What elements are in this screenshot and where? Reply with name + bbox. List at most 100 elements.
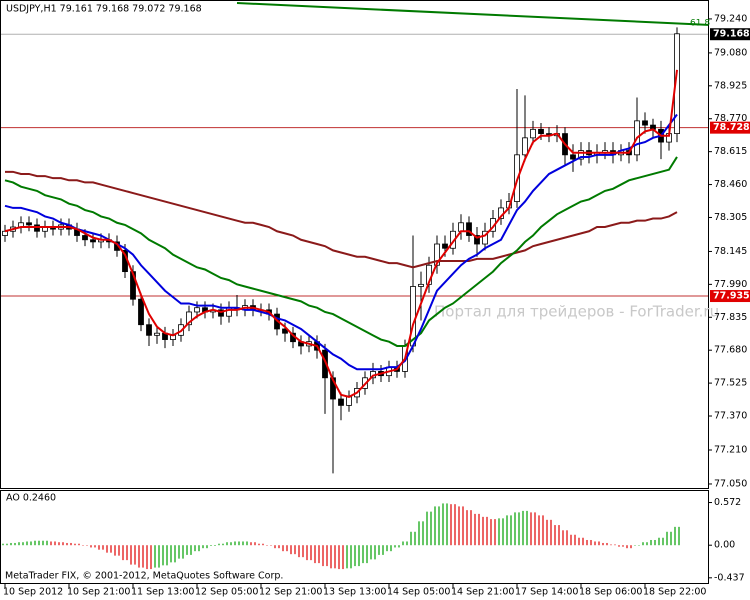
y-tick-label: 78.460	[714, 179, 747, 190]
candle-body	[466, 222, 472, 236]
y-tick-label: 78.145	[714, 246, 747, 257]
ao-bar	[354, 545, 356, 567]
ao-bar	[410, 531, 412, 546]
ao-bar	[438, 506, 440, 546]
ao-bar	[374, 545, 376, 560]
ao-bar	[278, 545, 280, 549]
candle-body	[146, 324, 152, 336]
price-marker	[710, 28, 750, 41]
ao-bar	[418, 521, 420, 546]
ao-bar	[26, 541, 28, 546]
ao-bar	[518, 512, 520, 546]
ao-bar	[390, 545, 392, 552]
ao-bar	[650, 539, 652, 546]
y-tick-label: 78.770	[714, 113, 747, 124]
y-tick-label: -0.437	[714, 572, 745, 583]
ao-bar	[502, 518, 504, 546]
ao-bar	[166, 545, 168, 566]
candle-body	[458, 222, 464, 232]
ao-bar	[598, 541, 600, 546]
ao-bar	[594, 541, 596, 546]
x-tick-label: 12 Sep 05:00	[195, 587, 258, 598]
ao-bar	[314, 545, 316, 564]
y-tick-label: 77.370	[714, 411, 747, 422]
price-marker-label: 78.728	[713, 122, 750, 133]
ao-bar	[218, 543, 220, 546]
ao-bar	[170, 545, 172, 563]
ao-bar	[102, 545, 104, 550]
ao-bar	[30, 541, 32, 546]
ao-bar	[66, 542, 68, 546]
ao-bar	[158, 545, 160, 568]
ao-bar	[322, 545, 324, 567]
ao-bar	[290, 545, 292, 555]
ao-bar	[558, 525, 560, 546]
ao-bar	[206, 545, 208, 549]
ao-bar	[50, 541, 52, 546]
candle-body	[474, 235, 480, 245]
ao-bar	[422, 521, 424, 546]
moving-average	[4, 69, 678, 398]
ao-bar	[34, 540, 36, 546]
ao-bar	[74, 543, 76, 546]
ao-bar	[370, 545, 372, 560]
candle-body	[418, 283, 424, 287]
ao-bar	[486, 516, 488, 546]
ao-bar	[238, 541, 240, 546]
ao-bar	[6, 543, 8, 546]
ao-bar	[334, 545, 336, 569]
y-tick-label: 77.990	[714, 279, 747, 290]
candle-body	[642, 120, 648, 126]
ao-bar	[234, 541, 236, 546]
ao-bar	[142, 545, 144, 568]
ao-bar	[430, 511, 432, 546]
ao-bar	[258, 543, 260, 546]
ao-bar	[494, 519, 496, 546]
ao-bar	[110, 545, 112, 553]
ao-bar	[462, 506, 464, 546]
ao-bar	[674, 526, 676, 546]
ao-bar	[134, 545, 136, 565]
ao-bar	[362, 545, 364, 564]
y-tick-label: 77.050	[714, 478, 747, 489]
ao-bar	[498, 518, 500, 546]
ao-bar	[194, 545, 196, 552]
ao-bar	[386, 545, 388, 552]
ao-bar	[630, 545, 632, 549]
ao-bar	[222, 543, 224, 546]
ao-bar	[178, 545, 180, 559]
x-tick-label: 13 Sep 13:00	[323, 587, 386, 598]
candle-body	[530, 128, 536, 139]
ao-bar	[70, 542, 72, 546]
y-tick-label: 78.925	[714, 80, 747, 91]
ao-bar	[602, 542, 604, 546]
ao-bar	[78, 543, 80, 546]
ao-bar	[302, 545, 304, 558]
ao-bar	[546, 519, 548, 546]
ao-bar	[150, 545, 152, 570]
ao-bar	[434, 506, 436, 546]
ao-bar	[138, 545, 140, 568]
ao-bar	[654, 539, 656, 546]
price-panel	[0, 0, 709, 489]
ao-bar	[190, 545, 192, 555]
candle-body	[34, 224, 40, 232]
candle-body	[282, 328, 288, 334]
ao-bar	[330, 545, 332, 569]
ao-bar	[46, 540, 48, 546]
y-tick-label: 0.572	[714, 497, 741, 508]
y-tick-label: 77.525	[714, 378, 747, 389]
x-tick-label: 10 Sep 2012	[3, 587, 63, 598]
ao-bar	[382, 545, 384, 555]
ao-bar	[306, 545, 308, 561]
ao-bar	[154, 545, 156, 568]
ao-bar	[586, 539, 588, 546]
ao-bar	[54, 541, 56, 546]
ao-bar	[42, 540, 44, 546]
ao-bar	[638, 545, 640, 546]
candle-body	[346, 396, 352, 406]
y-tick-label: 79.240	[714, 13, 747, 24]
ao-bar	[526, 510, 528, 546]
ao-bar	[98, 545, 100, 550]
